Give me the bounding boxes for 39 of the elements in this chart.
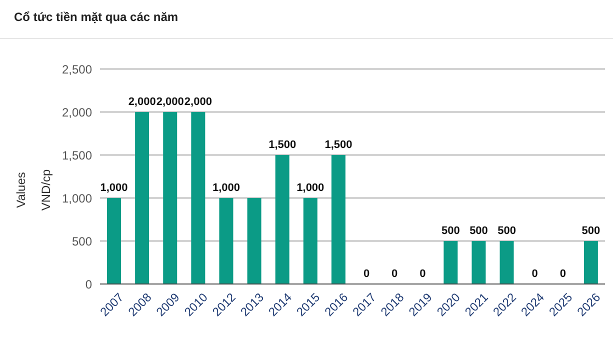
y-tick-label: 2,000 <box>62 105 92 120</box>
data-label: 500 <box>442 225 460 237</box>
bar <box>163 112 178 284</box>
bar <box>219 198 234 284</box>
data-label: 2,000 <box>128 96 156 108</box>
text: VND/cp <box>39 169 53 211</box>
y-tick-label: 2,500 <box>62 62 92 76</box>
y-tick-label: 0 <box>85 277 92 292</box>
bar <box>303 198 318 284</box>
bar <box>107 198 121 284</box>
bar <box>584 241 598 284</box>
y-tick-label: 500 <box>72 234 92 248</box>
data-label: 1,000 <box>212 182 240 194</box>
y-axis-title: Values <box>14 172 28 208</box>
data-label: 0 <box>392 268 398 280</box>
bar <box>247 198 262 284</box>
bar <box>444 241 458 284</box>
chart-title: Cổ tức tiền mặt qua các năm <box>14 10 178 24</box>
bar <box>472 241 486 284</box>
data-label: 1,000 <box>296 182 324 194</box>
bar <box>275 155 290 284</box>
data-label: 0 <box>532 268 538 280</box>
bar <box>331 155 346 284</box>
bar <box>500 241 514 284</box>
data-label: 500 <box>582 225 600 237</box>
data-label: 0 <box>420 268 426 280</box>
data-label: 0 <box>560 268 566 280</box>
data-label: 1,500 <box>324 139 352 151</box>
data-label: 0 <box>363 268 370 280</box>
y-tick-label: 1,000 <box>62 191 92 206</box>
bar <box>135 112 150 284</box>
bar <box>191 112 206 284</box>
data-label: 500 <box>498 225 516 237</box>
data-label: 2,000 <box>156 96 184 108</box>
data-label: 2,000 <box>184 96 212 108</box>
data-label: 1,500 <box>268 139 296 151</box>
data-label: 500 <box>470 225 488 237</box>
y-tick-label: 1,500 <box>62 148 92 162</box>
data-label: 1,000 <box>100 182 128 194</box>
